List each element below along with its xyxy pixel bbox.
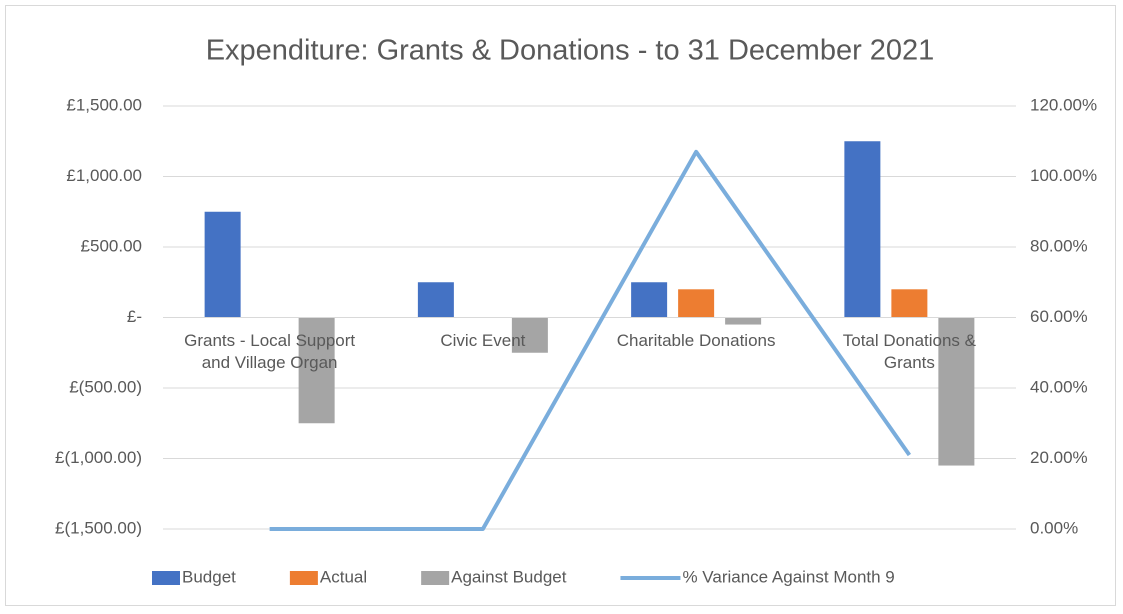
bar — [511, 317, 548, 353]
y-tick-label: £1,000.00 — [66, 166, 142, 185]
bar — [678, 289, 715, 318]
bar — [631, 282, 668, 318]
bar — [891, 289, 928, 318]
y-tick-label: £- — [127, 307, 142, 326]
legend-swatch — [421, 571, 450, 585]
x-tick-label: Charitable Donations — [616, 330, 776, 350]
y-tick-label: £500.00 — [81, 236, 142, 255]
legend-swatch — [152, 571, 180, 585]
y-tick-label: £(1,500.00) — [55, 518, 142, 537]
y2-tick-label: 80.00% — [1030, 236, 1088, 255]
chart-title: Expenditure: Grants & Donations - to 31 … — [206, 35, 935, 67]
legend-label: Against Budget — [451, 567, 567, 586]
bar — [298, 317, 335, 424]
x-tick-label: Civic Event — [440, 330, 526, 350]
bar — [725, 317, 762, 325]
x-tick-label: Total Donations & Grants — [842, 330, 976, 372]
y2-tick-label: 40.00% — [1030, 377, 1088, 396]
y2-tick-label: 20.00% — [1030, 448, 1088, 467]
line — [269, 149, 912, 531]
legend-label: % Variance Against Month 9 — [682, 567, 894, 586]
y2-tick-label: 100.00% — [1030, 166, 1097, 185]
bar — [417, 282, 454, 318]
y2-tick-label: 60.00% — [1030, 307, 1088, 326]
y2-tick-label: 120.00% — [1030, 95, 1097, 114]
chart-border — [5, 5, 1116, 606]
x-tick-label: Grants - Local Support and Village Organ — [184, 330, 356, 372]
bar — [204, 211, 241, 318]
y-tick-label: £(500.00) — [69, 377, 142, 396]
bar — [938, 317, 975, 466]
bar — [844, 141, 881, 318]
legend-label: Actual — [320, 567, 367, 586]
legend-swatch — [289, 571, 318, 585]
y2-tick-label: 0.00% — [1030, 518, 1078, 537]
y-tick-label: £1,500.00 — [66, 95, 142, 114]
y-tick-label: £(1,000.00) — [55, 448, 142, 467]
legend-label: Budget — [182, 567, 236, 586]
